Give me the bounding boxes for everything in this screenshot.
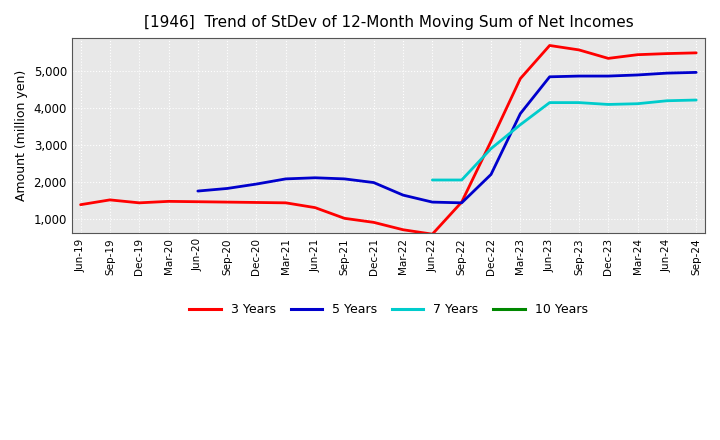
Title: [1946]  Trend of StDev of 12-Month Moving Sum of Net Incomes: [1946] Trend of StDev of 12-Month Moving…	[143, 15, 634, 30]
Y-axis label: Amount (million yen): Amount (million yen)	[15, 70, 28, 202]
Legend: 3 Years, 5 Years, 7 Years, 10 Years: 3 Years, 5 Years, 7 Years, 10 Years	[184, 298, 593, 321]
